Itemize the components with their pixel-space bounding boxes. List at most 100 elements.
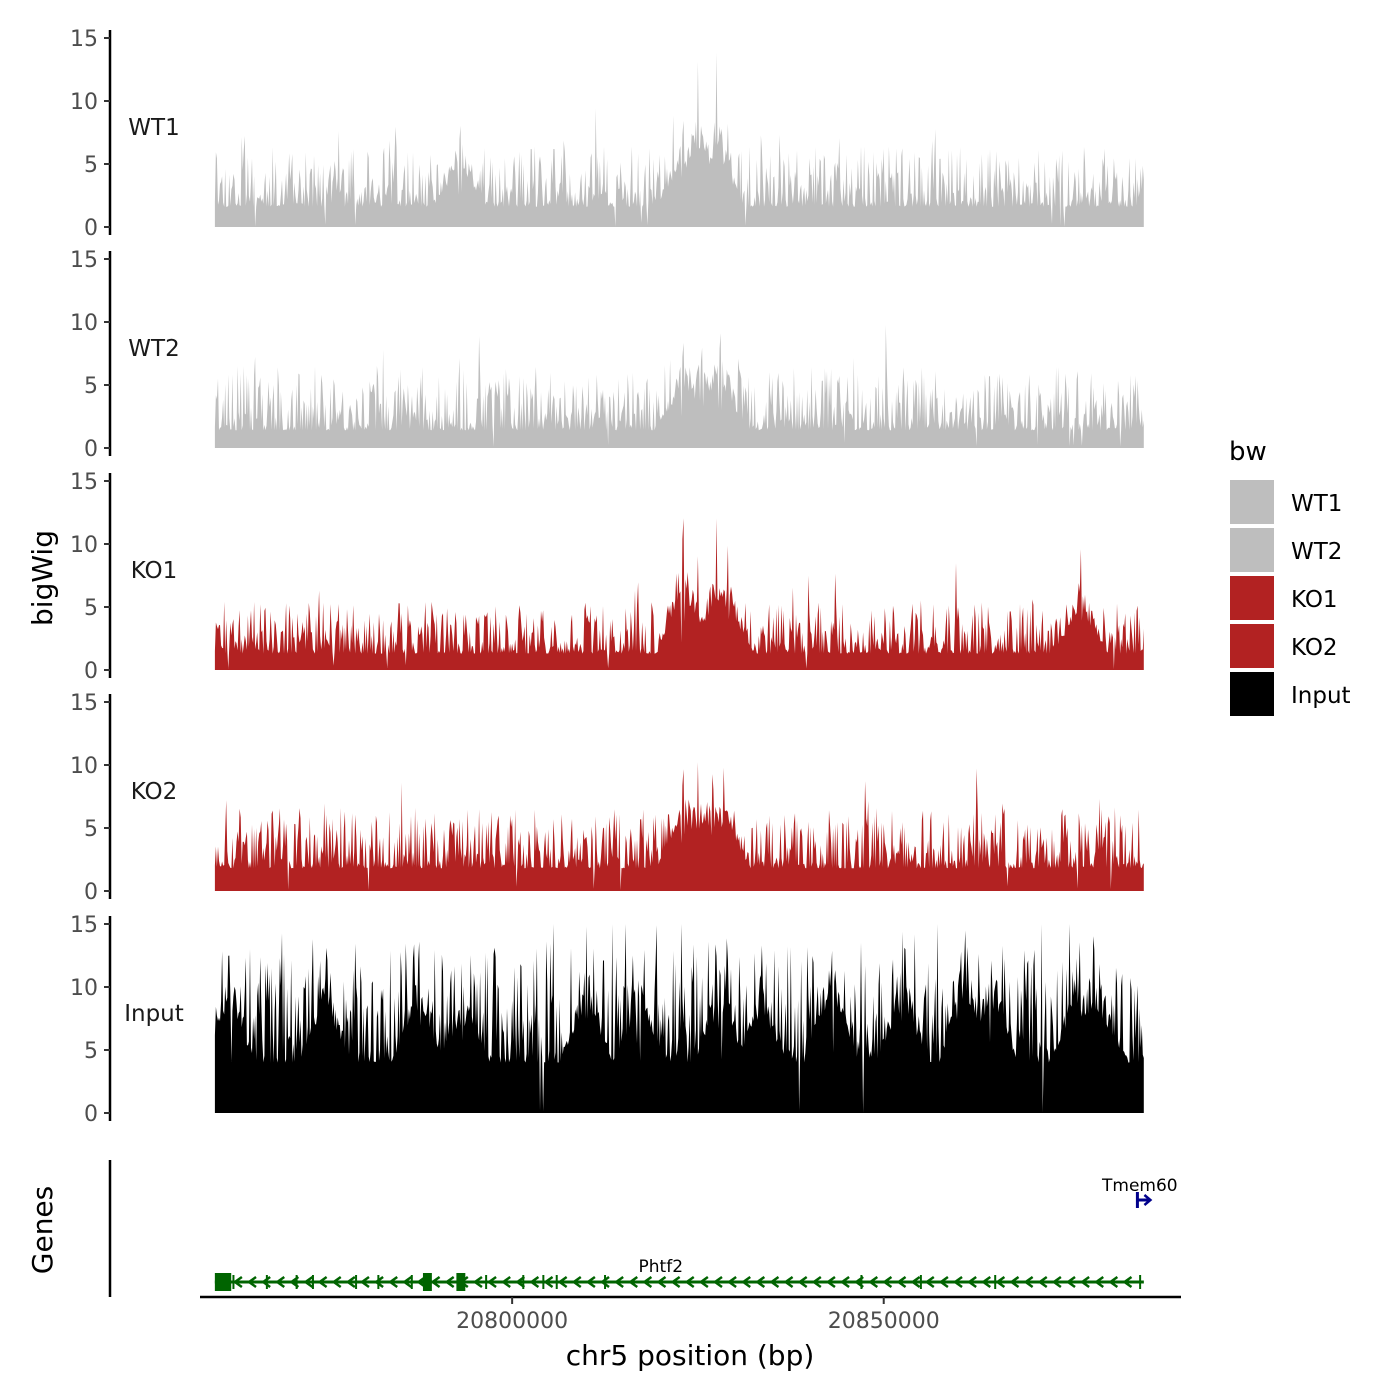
strand-arrow [670,1275,681,1289]
genes-panel: Phtf2 Tmem60 [108,1160,1178,1297]
y-tick-label: 0 [84,216,98,241]
strand-arrow [726,1275,737,1289]
strand-arrow [246,1275,257,1289]
strand-arrow [1037,1275,1048,1289]
strand-arrow [741,1275,751,1289]
legend-label: WT2 [1291,539,1342,565]
y-tick-label: 15 [70,470,98,495]
strand-arrow [1143,1194,1153,1206]
tracks-group: 0 5 10 15 WT1 0 5 10 15 WT2 0 5 10 15 KO1 0 5 10 15 KO2 0 5 10… [70,27,1144,1127]
strand-arrow [331,1275,342,1289]
exon-block [214,1273,232,1291]
strand-arrow [557,1275,568,1289]
y-axis-title: bigWig [26,530,59,626]
strand-arrow [486,1275,497,1289]
strand-arrow [868,1275,879,1289]
track-ko2: 0 5 10 15 KO2 [70,691,1144,905]
strand-arrow [698,1275,709,1289]
strand-arrow [1051,1275,1062,1289]
strand-arrow [1094,1275,1104,1289]
legend-item-wt2: WT2 [1230,528,1342,572]
strand-arrow [882,1275,893,1289]
legend-label: KO2 [1291,635,1338,661]
strand-arrow [910,1275,921,1289]
signal-area-wt2 [214,325,1144,448]
gene-label-phtf2: Phtf2 [639,1257,684,1277]
legend-swatch [1230,576,1274,620]
strand-arrow [275,1275,285,1289]
strand-arrow [317,1275,328,1289]
y-tick-label: 0 [84,1102,98,1127]
strand-arrow [571,1275,582,1289]
legend-label: WT1 [1291,491,1342,517]
track-input: 0 5 10 15 Input [70,913,1144,1127]
signal-area-ko1 [214,518,1144,670]
y-tick-label: 5 [84,817,98,842]
y-tick-label: 15 [70,691,98,716]
strand-arrow [769,1275,780,1289]
y-tick-label: 10 [70,533,98,558]
strand-arrow [839,1275,850,1289]
legend-item-ko1: KO1 [1230,576,1338,620]
strand-arrow [543,1275,554,1289]
legend-item-ko2: KO2 [1230,624,1338,668]
strand-arrow [1108,1275,1119,1289]
legend-swatch [1230,672,1274,716]
x-axis-title: chr5 position (bp) [566,1339,815,1372]
gene-label-tmem60: Tmem60 [1101,1176,1178,1196]
strand-arrow [1122,1275,1133,1289]
strand-arrow [825,1275,836,1289]
strand-arrow [345,1275,356,1289]
signal-area-wt1 [214,52,1144,227]
track-wt1: 0 5 10 15 WT1 [70,27,1144,241]
x-axis: 20800000 20850000 [200,1295,1181,1334]
legend-item-input: Input [1230,672,1351,716]
y-tick-label: 10 [70,90,98,115]
y-tick-label: 15 [70,913,98,938]
y-tick-label: 15 [70,248,98,273]
track-label: WT1 [128,115,179,141]
y-tick-label: 10 [70,976,98,1001]
strand-arrow [995,1275,1006,1289]
y-tick-label: 15 [70,27,98,52]
strand-arrow [952,1275,963,1289]
strand-arrow [501,1275,511,1289]
exon-block [456,1273,466,1291]
strand-arrow [896,1275,907,1289]
strand-arrow [529,1275,540,1289]
track-ko1: 0 5 10 15 KO1 [70,470,1144,684]
signal-area-input [214,924,1144,1113]
strand-arrow [797,1275,808,1289]
strand-arrow [967,1275,977,1289]
track-label: Input [124,1001,184,1027]
strand-arrow [1023,1275,1034,1289]
strand-arrow [585,1275,596,1289]
track-label: WT2 [128,336,179,362]
gene-phtf2: Phtf2 [214,1257,1144,1291]
gene-tmem60: Tmem60 [1101,1176,1178,1208]
strand-arrow [938,1275,949,1289]
legend-swatch [1230,480,1274,524]
strand-arrow [232,1275,243,1289]
strand-arrow [359,1275,370,1289]
strand-arrow [388,1275,398,1289]
strand-arrow [783,1275,794,1289]
legend-label: Input [1291,683,1351,709]
y-tick-label: 0 [84,880,98,905]
strand-arrow [444,1275,455,1289]
strand-arrow [684,1275,695,1289]
strand-arrow [1065,1275,1076,1289]
signal-area-ko2 [214,762,1144,891]
legend-swatch [1230,624,1274,668]
y-tick-label: 10 [70,754,98,779]
strand-arrow [402,1275,413,1289]
strand-arrow [1009,1275,1020,1289]
strand-arrow [515,1275,526,1289]
strand-arrow [614,1275,624,1289]
y-tick-label: 10 [70,311,98,336]
strand-arrow [472,1275,483,1289]
strand-arrow [599,1275,610,1289]
x-tick-label: 20850000 [828,1309,940,1334]
y-tick-label: 0 [84,659,98,684]
